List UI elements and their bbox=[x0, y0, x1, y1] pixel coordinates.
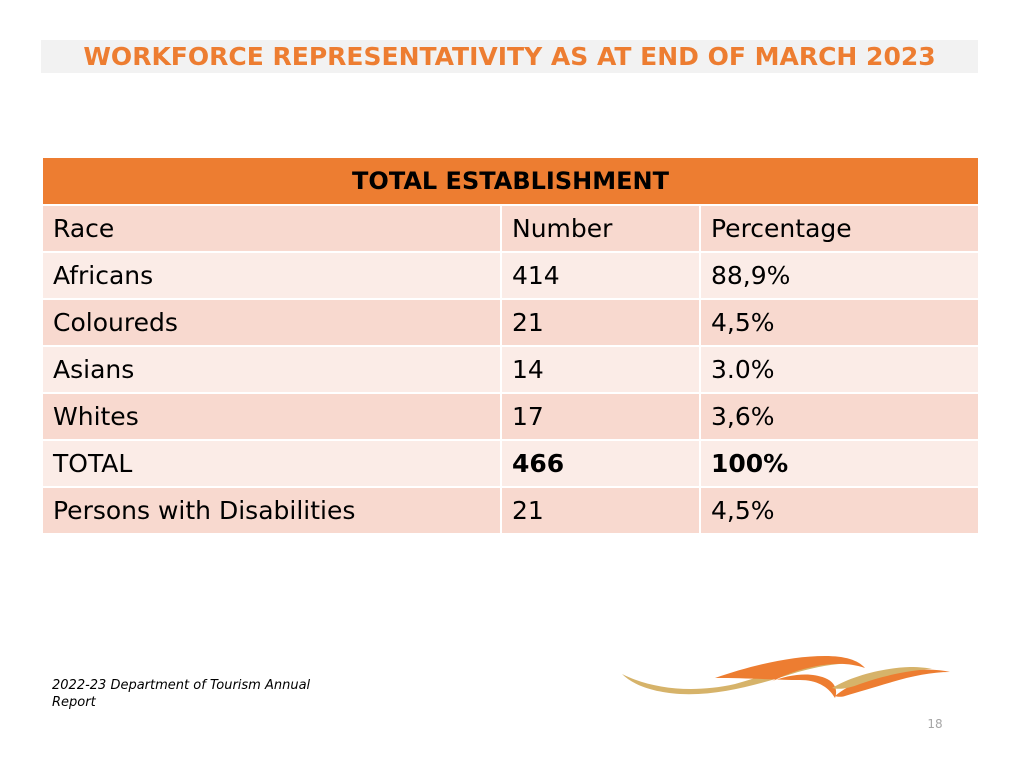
title-bar: WORKFORCE REPRESENTATIVITY AS AT END OF … bbox=[41, 40, 978, 73]
number-cell: 17 bbox=[500, 392, 701, 441]
column-header-percentage: Percentage bbox=[699, 204, 980, 253]
percentage-cell: 88,9% bbox=[699, 251, 980, 300]
column-header-number: Number bbox=[500, 204, 701, 253]
race-cell: TOTAL bbox=[41, 439, 502, 488]
slide-title: WORKFORCE REPRESENTATIVITY AS AT END OF … bbox=[83, 42, 936, 71]
percentage-cell: 4,5% bbox=[699, 298, 980, 347]
race-cell: Persons with Disabilities bbox=[41, 486, 502, 535]
number-cell: 414 bbox=[500, 251, 701, 300]
percentage-cell: 4,5% bbox=[699, 486, 980, 535]
race-cell: Asians bbox=[41, 345, 502, 394]
number-cell: 21 bbox=[500, 298, 701, 347]
table-header-row: TOTAL ESTABLISHMENT bbox=[41, 156, 980, 206]
column-header-race: Race bbox=[41, 204, 502, 253]
table-row: Whites 17 3,6% bbox=[41, 392, 980, 441]
footer-note: 2022-23 Department of Tourism Annual Rep… bbox=[52, 678, 311, 710]
total-number-cell: 466 bbox=[500, 439, 701, 488]
establishment-table: TOTAL ESTABLISHMENT Race Number Percenta… bbox=[41, 156, 980, 535]
race-cell: Whites bbox=[41, 392, 502, 441]
table-row: Persons with Disabilities 21 4,5% bbox=[41, 486, 980, 535]
table-header: TOTAL ESTABLISHMENT bbox=[41, 156, 980, 206]
percentage-cell: 3.0% bbox=[699, 345, 980, 394]
percentage-cell: 3,6% bbox=[699, 392, 980, 441]
table-row: Asians 14 3.0% bbox=[41, 345, 980, 394]
number-cell: 21 bbox=[500, 486, 701, 535]
total-percentage-cell: 100% bbox=[699, 439, 980, 488]
number-cell: 14 bbox=[500, 345, 701, 394]
race-cell: Coloureds bbox=[41, 298, 502, 347]
table-row: Coloureds 21 4,5% bbox=[41, 298, 980, 347]
page-number: 18 bbox=[927, 717, 943, 731]
table-row: Africans 414 88,9% bbox=[41, 251, 980, 300]
race-cell: Africans bbox=[41, 251, 502, 300]
tourism-wave-logo-icon bbox=[622, 656, 950, 698]
total-row: TOTAL 466 100% bbox=[41, 439, 980, 488]
column-header-row: Race Number Percentage bbox=[41, 204, 980, 253]
